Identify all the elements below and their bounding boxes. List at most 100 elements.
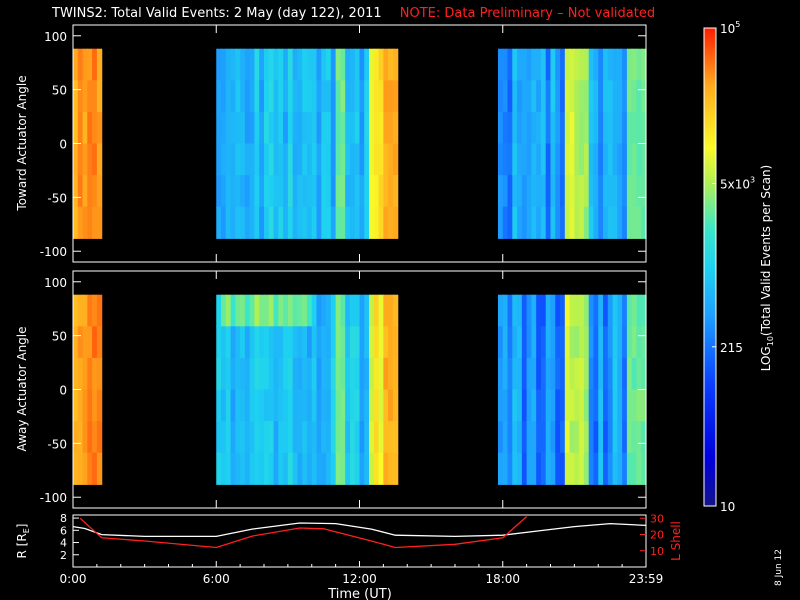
heatmap-cell [278, 111, 284, 145]
heatmap-cell [354, 357, 361, 391]
heatmap-cell [340, 175, 346, 208]
heatmap-cell [359, 80, 365, 113]
heatmap-cell [330, 357, 337, 391]
heatmap-cell [235, 206, 241, 239]
heatmap-cell [326, 421, 332, 454]
heatmap-cell [593, 48, 599, 81]
heatmap-cell [364, 206, 370, 239]
heatmap-cell [225, 389, 232, 422]
heatmap-cell [283, 326, 289, 359]
heatmap-cell [531, 421, 537, 454]
heatmap-cell [383, 357, 389, 391]
heatmap-cell [349, 175, 356, 208]
heatmap-cell [593, 357, 599, 391]
heatmap-cell [626, 389, 633, 422]
heatmap-cell [545, 48, 552, 81]
heatmap-cell [359, 48, 365, 81]
heatmap-cell [569, 452, 575, 485]
heatmap-cell [92, 175, 98, 208]
heatmap-cell [517, 206, 523, 239]
heatmap-cell [540, 48, 547, 81]
heatmap-cell [531, 143, 537, 176]
heatmap-cell [569, 80, 575, 113]
heatmap-cell [297, 206, 303, 239]
heatmap-cell [526, 206, 532, 239]
heatmap-cell [526, 294, 532, 327]
heatmap-cell [579, 389, 585, 422]
heatmap-cell [306, 357, 313, 391]
heatmap-cell [550, 421, 556, 454]
heatmap-cell [507, 357, 513, 391]
heatmap-cell [378, 294, 384, 327]
heatmap-cell [555, 294, 561, 327]
heatmap-cell [603, 206, 609, 239]
heatmap-cell [73, 175, 79, 208]
heatmap-cell [306, 143, 313, 176]
heatmap-cell [373, 111, 380, 145]
heatmap-cell [302, 80, 308, 113]
heatmap-cell [555, 175, 561, 208]
heatmap-cell [249, 80, 256, 113]
heatmap-cell [564, 206, 571, 239]
heatmap-cell [392, 326, 399, 359]
heatmap-cell [392, 206, 399, 239]
heatmap-cell [225, 357, 232, 391]
away-panel-ylabel: Away Actuator Angle [15, 326, 29, 451]
heatmap-cell [273, 421, 279, 454]
heatmap-cell [502, 111, 509, 145]
heatmap-cell [641, 80, 647, 113]
heatmap-cell [230, 111, 236, 145]
heatmap-cell [512, 206, 518, 239]
heatmap-cell [497, 326, 504, 359]
heatmap-cell [326, 48, 332, 81]
heatmap-cell [593, 80, 599, 113]
heatmap-cell [574, 421, 580, 454]
heatmap-cell [216, 111, 222, 145]
heatmap-cell [641, 421, 647, 454]
heatmap-cell [244, 357, 251, 391]
heatmap-cell [278, 421, 284, 454]
heatmap-cell [235, 389, 241, 422]
heatmap-cell [579, 111, 585, 145]
heatmap-cell [631, 206, 638, 239]
heatmap-cell [268, 48, 275, 81]
heatmap-cell [96, 143, 103, 176]
heatmap-cell [603, 294, 609, 327]
heatmap-cell [311, 357, 318, 391]
heatmap-cell [631, 357, 638, 391]
heatmap-cell [297, 357, 303, 391]
heatmap-cell [369, 175, 375, 208]
heatmap-cell [345, 48, 351, 81]
heatmap-cell [96, 80, 103, 113]
heatmap-cell [617, 143, 623, 176]
heatmap-cell [550, 389, 556, 422]
heatmap-cell [560, 357, 566, 391]
heatmap-cell [502, 357, 509, 391]
heatmap-cell [388, 357, 394, 391]
heatmap-cell [264, 389, 270, 422]
heatmap-cell [259, 421, 265, 454]
heatmap-cell [631, 294, 638, 327]
heatmap-cell [536, 421, 542, 454]
heatmap-cell [598, 326, 604, 359]
heatmap-cell [335, 80, 341, 113]
heatmap-cell [216, 452, 222, 485]
heatmap-cell [574, 294, 580, 327]
heatmap-cell [77, 326, 84, 359]
heatmap-cell [87, 206, 93, 239]
heatmap-cell [636, 421, 642, 454]
heatmap-cell [287, 452, 294, 485]
heatmap-cell [264, 48, 270, 81]
heatmap-cell [579, 421, 585, 454]
heatmap-cell [259, 389, 265, 422]
heatmap-cell [254, 206, 260, 239]
heatmap-cell [264, 111, 270, 145]
heatmap-cell [540, 294, 547, 327]
heatmap-cell [264, 421, 270, 454]
heatmap-cell [550, 143, 556, 176]
heatmap-cell [216, 48, 222, 81]
heatmap-cell [230, 48, 236, 81]
heatmap-cell [306, 206, 313, 239]
heatmap-cell [345, 294, 351, 327]
heatmap-cell [383, 421, 389, 454]
